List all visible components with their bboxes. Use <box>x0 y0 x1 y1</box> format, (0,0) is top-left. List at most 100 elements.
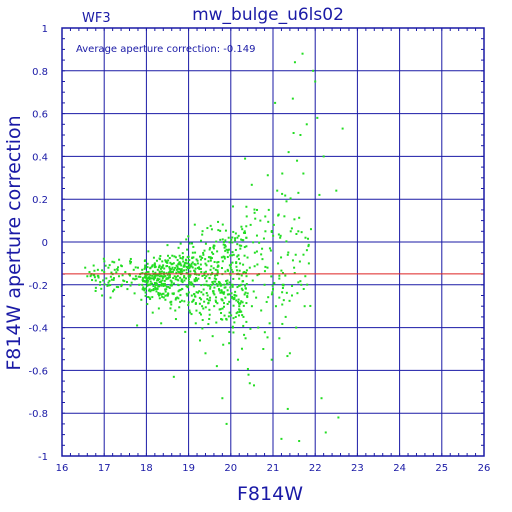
data-point <box>212 252 215 255</box>
data-point <box>191 251 194 254</box>
data-point <box>291 97 294 100</box>
data-point <box>312 69 315 72</box>
data-point <box>175 271 178 274</box>
data-point <box>243 254 246 257</box>
data-point <box>106 284 109 287</box>
data-point <box>164 260 167 263</box>
data-point <box>187 301 190 304</box>
data-point <box>265 300 268 303</box>
data-point <box>225 280 228 283</box>
data-point <box>196 262 199 265</box>
data-point <box>209 259 212 262</box>
data-point <box>112 290 115 293</box>
data-point <box>232 205 235 208</box>
data-point <box>111 260 114 263</box>
data-point <box>218 289 221 292</box>
data-point <box>182 255 185 258</box>
data-point <box>263 331 266 334</box>
data-point <box>270 230 273 233</box>
data-point <box>237 258 240 261</box>
data-point <box>293 218 296 221</box>
data-point <box>136 266 139 269</box>
data-point <box>167 271 170 274</box>
data-point <box>161 260 164 263</box>
data-point <box>178 306 181 309</box>
data-point <box>169 261 172 264</box>
data-point <box>103 283 106 286</box>
data-point <box>115 285 118 288</box>
data-point <box>161 265 164 268</box>
data-point <box>246 256 249 259</box>
data-point <box>158 257 161 260</box>
data-point <box>162 264 165 267</box>
data-point <box>183 276 186 279</box>
data-point <box>181 257 184 260</box>
data-point <box>143 267 146 270</box>
x-tick-labels: 16 17 18 19 20 21 22 23 24 25 26 <box>56 463 491 474</box>
data-point <box>286 253 289 256</box>
data-point <box>243 333 246 336</box>
data-point <box>189 311 192 314</box>
data-point <box>197 277 200 280</box>
data-point <box>280 437 283 440</box>
data-point <box>222 302 225 305</box>
x-tick-label: 17 <box>98 463 111 474</box>
x-tick-label: 19 <box>182 463 195 474</box>
data-point <box>299 280 302 283</box>
data-point <box>162 271 165 274</box>
data-point <box>204 258 207 261</box>
data-point <box>221 397 224 400</box>
data-point <box>289 230 292 233</box>
data-point <box>220 289 223 292</box>
data-point <box>307 262 310 265</box>
data-point <box>217 288 220 291</box>
data-point <box>163 279 166 282</box>
data-point <box>234 248 237 251</box>
x-tick-label: 18 <box>140 463 153 474</box>
data-point <box>267 220 270 223</box>
data-point <box>230 238 233 241</box>
y-tick-label: -0.2 <box>28 281 48 292</box>
data-point <box>176 275 179 278</box>
data-point <box>157 291 160 294</box>
data-point <box>157 307 160 310</box>
data-point <box>216 274 219 277</box>
data-point <box>256 263 259 266</box>
data-point <box>228 342 231 345</box>
data-point <box>140 298 143 301</box>
data-point <box>246 367 249 370</box>
data-point <box>155 290 158 293</box>
data-point <box>222 243 225 246</box>
data-point <box>120 265 123 268</box>
data-point <box>171 266 174 269</box>
data-point <box>228 293 231 296</box>
data-point <box>86 275 89 278</box>
data-point <box>189 264 192 267</box>
data-point <box>170 268 173 271</box>
data-point <box>304 236 307 239</box>
data-point <box>185 284 188 287</box>
data-point <box>209 246 212 249</box>
data-point <box>219 308 222 311</box>
data-point <box>93 274 96 277</box>
data-point <box>247 373 250 376</box>
data-point <box>159 267 162 270</box>
data-point <box>178 268 181 271</box>
data-point <box>220 298 223 301</box>
data-point <box>157 279 160 282</box>
data-point <box>181 270 184 273</box>
data-point <box>194 263 197 266</box>
data-point <box>129 257 132 260</box>
data-point <box>193 223 196 226</box>
data-point <box>194 322 197 325</box>
data-point <box>277 233 280 236</box>
data-point <box>104 264 107 267</box>
data-point <box>243 246 246 249</box>
x-tick-label: 25 <box>435 463 448 474</box>
data-point <box>225 422 228 425</box>
data-point <box>209 287 212 290</box>
data-point <box>240 347 243 350</box>
data-point <box>202 253 205 256</box>
data-point <box>217 280 220 283</box>
data-point <box>214 268 217 271</box>
